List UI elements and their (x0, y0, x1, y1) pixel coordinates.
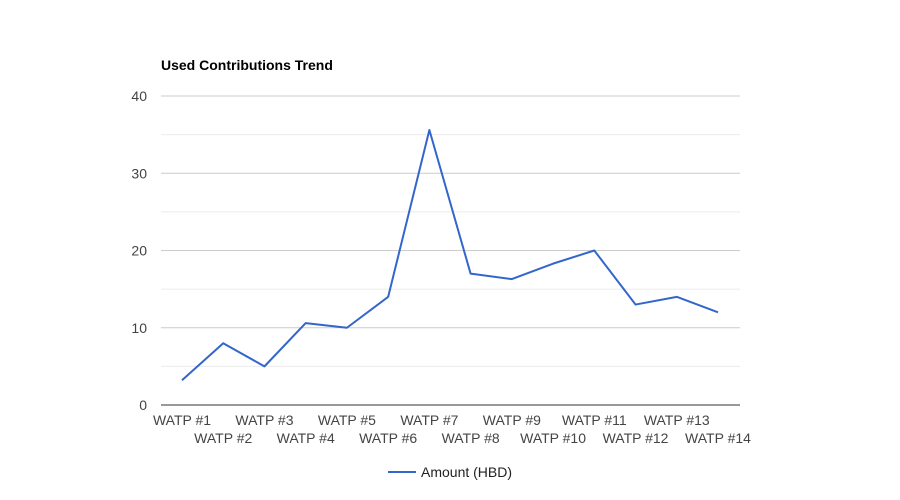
x-tick-label: WATP #10 (520, 430, 586, 446)
y-tick-label: 40 (131, 88, 147, 104)
gridlines (161, 95, 740, 406)
data-point[interactable] (219, 339, 227, 347)
data-point[interactable] (590, 247, 598, 255)
y-axis-tick-labels: 0 10 20 30 40 (131, 88, 147, 413)
data-point[interactable] (343, 324, 351, 332)
data-point[interactable] (632, 301, 640, 309)
data-point[interactable] (714, 308, 722, 316)
data-point[interactable] (302, 319, 310, 327)
data-point[interactable] (508, 275, 516, 283)
x-tick-label: WATP #7 (400, 412, 458, 428)
x-tick-label: WATP #9 (483, 412, 541, 428)
y-tick-label: 30 (131, 165, 147, 181)
x-tick-label: WATP #1 (153, 412, 211, 428)
y-tick-label: 10 (131, 320, 147, 336)
x-tick-label: WATP #14 (685, 430, 751, 446)
data-point[interactable] (467, 270, 475, 278)
legend-label-amount-hbd[interactable]: Amount (HBD) (421, 464, 512, 480)
legend[interactable]: Amount (HBD) (388, 464, 512, 480)
chart-title: Used Contributions Trend (161, 57, 333, 73)
y-tick-label: 20 (131, 243, 147, 259)
data-point[interactable] (673, 293, 681, 301)
x-axis-tick-labels: WATP #1 WATP #2 WATP #3 WATP #4 WATP #5 WATP … (153, 412, 751, 446)
x-tick-label: WATP #4 (277, 430, 335, 446)
x-tick-label: WATP #12 (603, 430, 669, 446)
x-tick-label: WATP #5 (318, 412, 376, 428)
x-tick-label: WATP #11 (562, 412, 627, 428)
x-tick-label: WATP #2 (194, 430, 252, 446)
data-point[interactable] (384, 293, 392, 301)
x-tick-label: WATP #3 (235, 412, 293, 428)
data-point[interactable] (549, 260, 557, 268)
x-tick-label: WATP #8 (442, 430, 500, 446)
data-point[interactable] (260, 362, 268, 370)
data-point[interactable] (178, 376, 186, 384)
series-line-amount-hbd[interactable] (181, 128, 719, 382)
y-tick-label: 0 (139, 397, 147, 413)
series-lines (178, 126, 722, 384)
x-tick-label: WATP #13 (644, 412, 710, 428)
data-point[interactable] (425, 126, 433, 134)
x-tick-label: WATP #6 (359, 430, 417, 446)
